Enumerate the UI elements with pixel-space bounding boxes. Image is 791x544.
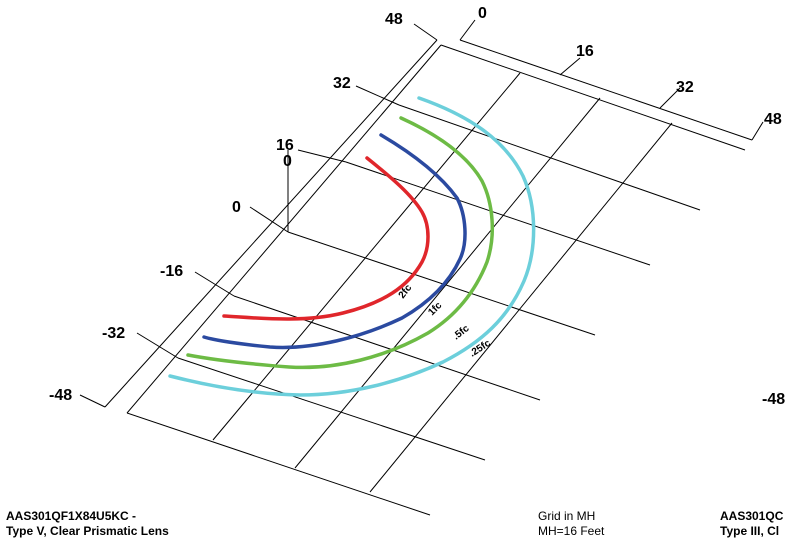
axis-top-tick: 16 xyxy=(576,43,594,60)
axis-left-tick: -16 xyxy=(160,263,183,280)
grid-line xyxy=(177,357,486,461)
grid-line xyxy=(440,44,746,151)
axis-right-cut-tick: -48 xyxy=(762,391,785,408)
tick-leader xyxy=(659,87,681,109)
grid-line xyxy=(369,122,673,493)
axis-left-tick: 32 xyxy=(333,75,351,92)
contour-label-1fc: 1fc xyxy=(426,300,444,318)
axis-top-tick: 48 xyxy=(764,111,782,128)
grid-left-frame xyxy=(104,39,438,408)
floor-grid xyxy=(79,19,764,516)
caption-line: Type V, Clear Prismatic Lens xyxy=(6,524,169,538)
tick-leader xyxy=(355,85,400,106)
contour-1fc xyxy=(202,133,467,350)
axis-top-tick: 0 xyxy=(478,5,487,22)
contour-05fc xyxy=(186,116,495,370)
grid-line xyxy=(287,231,596,336)
tick-leader xyxy=(559,57,581,76)
contour-label-025fc: .25fc xyxy=(468,338,493,360)
tick-leader xyxy=(413,23,438,41)
grid-line xyxy=(212,72,521,441)
axis-left-tick: 48 xyxy=(385,11,403,28)
axis-left-tick: 16 xyxy=(276,137,294,154)
tick-leader xyxy=(751,121,764,141)
grid-top-frame xyxy=(459,39,753,141)
caption-line: AAS301QF1X84U5KC - xyxy=(6,509,137,523)
grid-caption: Grid in MH MH=16 Feet xyxy=(538,509,604,539)
tick-leader xyxy=(79,394,106,408)
tick-leader xyxy=(459,19,476,41)
axis-left-tick: -48 xyxy=(49,387,72,404)
axis-left-tick: -32 xyxy=(102,325,125,342)
caption-line: MH=16 Feet xyxy=(538,524,605,538)
caption-line: Type III, Cl xyxy=(720,524,780,538)
contour-025fc xyxy=(168,96,536,397)
axis-top-tick: 32 xyxy=(676,79,694,96)
caption-line: AAS301QC xyxy=(720,509,784,523)
axis-left-tick: 0 xyxy=(232,199,241,216)
contour-label-2fc: 2fc xyxy=(397,282,415,301)
grid-line xyxy=(126,412,431,516)
caption-line: Grid in MH xyxy=(538,509,596,523)
contour-label-05fc: .5fc xyxy=(451,323,472,343)
luminaire-caption-left: AAS301QF1X84U5KC - Type V, Clear Prismat… xyxy=(6,509,169,539)
tick-leader xyxy=(249,206,289,233)
tick-leader xyxy=(194,271,235,297)
contour-2fc xyxy=(222,156,430,321)
grid-line xyxy=(398,104,701,211)
luminaire-caption-right: AAS301QC Type III, Cl xyxy=(720,509,791,539)
origin-marker-label: 0 xyxy=(283,153,292,170)
tick-leader xyxy=(297,149,347,163)
grid-line xyxy=(233,295,541,401)
grid-line xyxy=(345,161,651,266)
grid-line xyxy=(294,97,601,469)
tick-leader xyxy=(136,332,179,359)
